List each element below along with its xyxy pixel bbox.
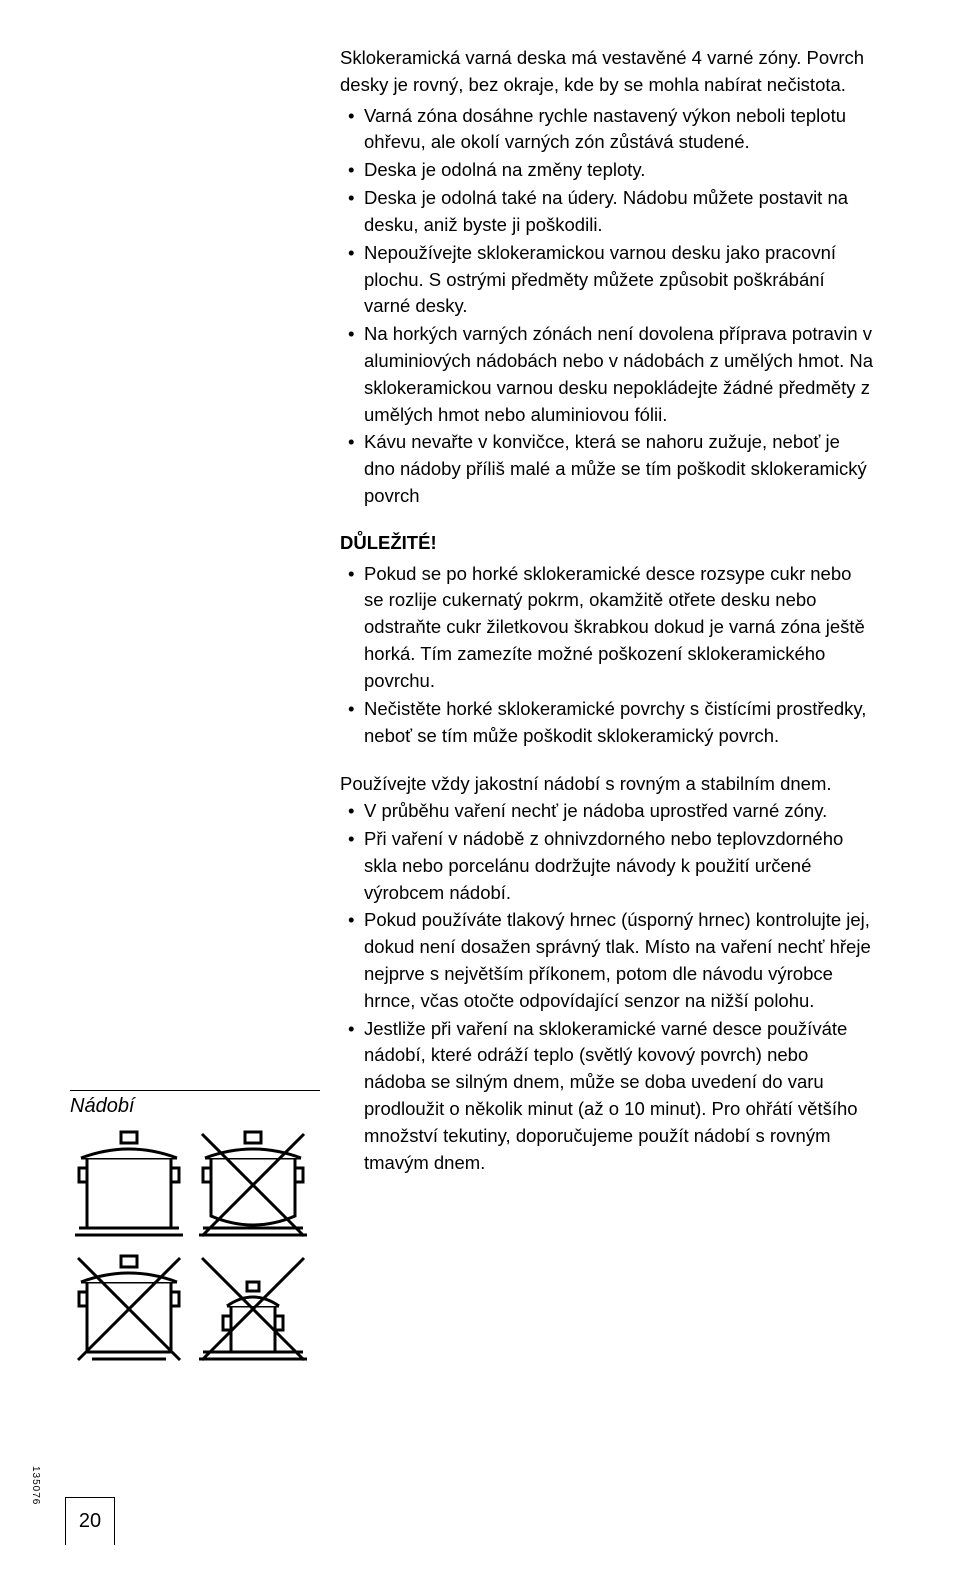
list-item: Deska je odolná na změny teploty.	[340, 157, 875, 184]
list-item: V průběhu vaření nechť je nádoba uprostř…	[340, 798, 875, 825]
list-item: Na horkých varných zónách není dovolena …	[340, 321, 875, 428]
pots-grid	[70, 1126, 320, 1368]
list-item: Nečistěte horké sklokeramické povrchy s …	[340, 696, 875, 750]
pot-icon	[70, 1250, 188, 1368]
bullet-list-1: Varná zóna dosáhne rychle nastavený výko…	[340, 103, 875, 510]
side-number: 135076	[30, 1466, 41, 1505]
list-item: Kávu nevařte v konvičce, která se nahoru…	[340, 429, 875, 509]
section-label: Nádobí	[70, 1090, 320, 1118]
list-item: Jestliže při vaření na sklokeramické var…	[340, 1016, 875, 1177]
list-item: Pokud se po horké sklokeramické desce ro…	[340, 561, 875, 695]
pot-icon	[70, 1126, 188, 1244]
list-item: Deska je odolná také na údery. Nádobu mů…	[340, 185, 875, 239]
list-item: Nepoužívejte sklokeramickou varnou desku…	[340, 240, 875, 320]
pot-icon	[194, 1250, 312, 1368]
list-item: Varná zóna dosáhne rychle nastavený výko…	[340, 103, 875, 157]
intro-text: Sklokeramická varná deska má vestavěné 4…	[340, 45, 875, 99]
list-item: Pokud používáte tlakový hrnec (úsporný h…	[340, 907, 875, 1014]
list-item: Při vaření v nádobě z ohnivzdorného nebo…	[340, 826, 875, 906]
section3-intro: Používejte vždy jakostní nádobí s rovným…	[340, 771, 875, 798]
page-number: 20	[65, 1497, 115, 1545]
bullet-list-3: V průběhu vaření nechť je nádoba uprostř…	[340, 798, 875, 1176]
pot-icon	[194, 1126, 312, 1244]
important-heading: DŮLEŽITÉ!	[340, 530, 875, 557]
bullet-list-2: Pokud se po horké sklokeramické desce ro…	[340, 561, 875, 750]
